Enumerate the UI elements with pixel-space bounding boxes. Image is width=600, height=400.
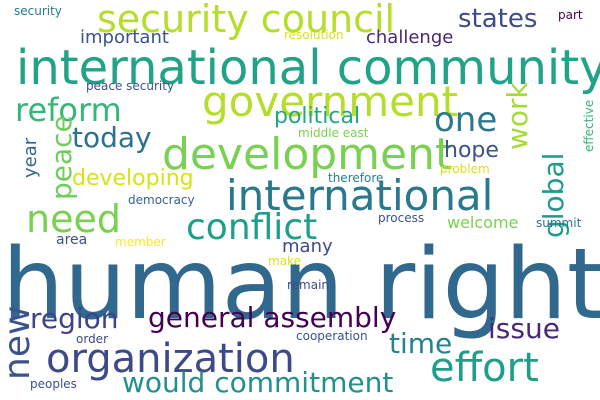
word-government: government <box>202 77 459 126</box>
word-one: one <box>434 100 498 140</box>
word-conflict: conflict <box>186 207 318 248</box>
word-region: region <box>30 302 119 335</box>
word-hope: hope <box>444 138 499 163</box>
word-area: area <box>56 232 88 248</box>
word-time: time <box>389 327 453 360</box>
word-issue: issue <box>488 312 560 345</box>
word-many: many <box>282 236 333 257</box>
word-peoples: peoples <box>30 377 77 391</box>
word-member: member <box>115 235 166 249</box>
word-security: security <box>14 4 62 18</box>
word-work: work <box>501 82 534 150</box>
word-cooperation: cooperation <box>296 329 368 343</box>
word-organization: organization <box>46 336 295 382</box>
word-reform: reform <box>15 91 122 129</box>
word-developing: developing <box>72 166 194 191</box>
word-middle-east: middle east <box>298 126 369 140</box>
word-welcome: welcome <box>447 213 519 232</box>
word-effective: effective <box>582 99 596 152</box>
word-political: political <box>274 104 361 129</box>
word-international: international <box>226 171 494 220</box>
word-general-assembly: general assembly <box>148 301 397 334</box>
word-remain: remain <box>287 278 330 292</box>
word-would-commitment: would commitment <box>122 366 394 399</box>
word-states: states <box>458 4 538 34</box>
word-challenge: challenge <box>366 27 454 48</box>
word-make: make <box>268 254 301 268</box>
word-problem: problem <box>440 162 490 176</box>
word-need: need <box>26 197 121 241</box>
word-therefore: therefore <box>328 171 384 185</box>
word-part: part <box>558 8 583 22</box>
word-important: important <box>80 27 169 48</box>
word-peace-security: peace security <box>86 79 175 93</box>
word-effort: effort <box>430 345 539 391</box>
word-order: order <box>76 332 108 346</box>
word-today: today <box>72 121 152 154</box>
word-resolution: resolution <box>284 28 344 42</box>
word-human-right: human right <box>2 228 600 342</box>
word-development: development <box>162 129 453 180</box>
word-summit: summit <box>536 216 582 230</box>
word-year: year <box>20 137 41 178</box>
word-democracy: democracy <box>128 193 195 207</box>
word-international-community: international community <box>16 40 600 96</box>
word-process: process <box>378 211 425 225</box>
word-security-council: security council <box>97 0 396 41</box>
